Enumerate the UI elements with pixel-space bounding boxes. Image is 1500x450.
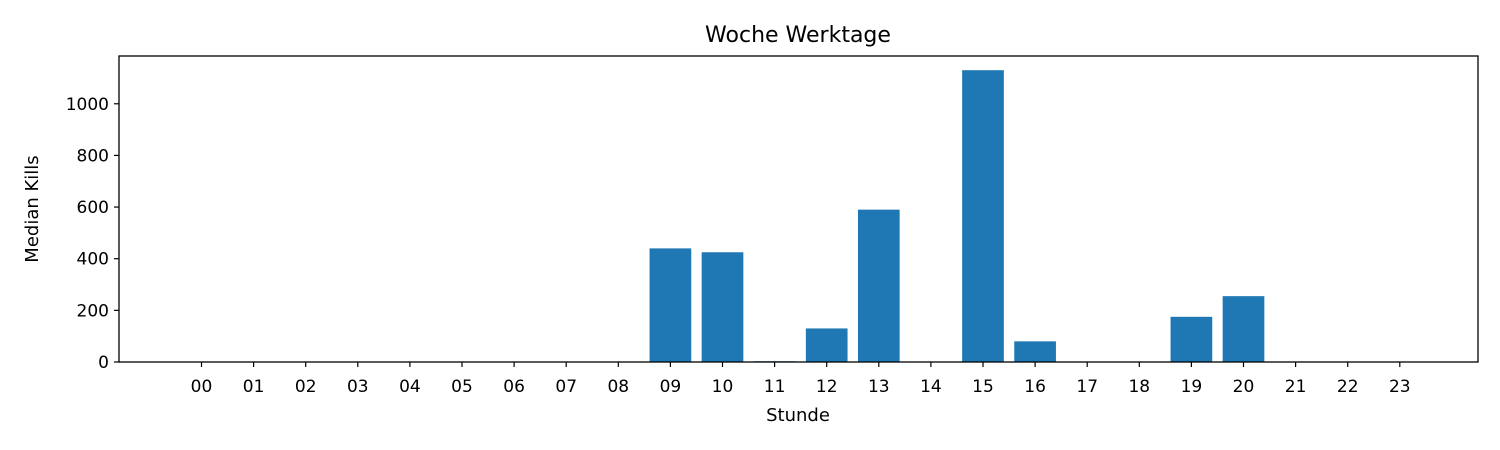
x-tick-label: 07 [555, 377, 577, 397]
bar-09 [649, 248, 692, 362]
y-tick-label: 800 [77, 146, 109, 166]
y-tick-label: 0 [98, 353, 109, 373]
x-tick-label: 18 [1128, 377, 1150, 397]
x-axis-label: Stunde [766, 405, 830, 426]
x-tick-label: 16 [1024, 377, 1046, 397]
x-tick-label: 12 [816, 377, 838, 397]
x-tick-label: 13 [868, 377, 890, 397]
chart-title: Woche Werktage [705, 23, 891, 48]
bar-13 [857, 209, 900, 362]
y-axis-label: Median Kills [22, 155, 43, 262]
x-tick-label: 14 [920, 377, 942, 397]
y-tick-label: 600 [77, 198, 109, 218]
x-tick-label: 22 [1337, 377, 1359, 397]
plot-frame [118, 55, 1479, 363]
x-axis: 00 01 02 03 04 05 06 07 08 09 10 11 12 13 14 15 16 17 18 19… [191, 362, 1411, 397]
x-tick-label: 08 [607, 377, 629, 397]
x-tick-label: 17 [1076, 377, 1098, 397]
x-tick-label: 04 [399, 377, 421, 397]
bar-12 [805, 328, 848, 362]
x-tick-label: 21 [1285, 377, 1307, 397]
y-tick-label: 1000 [66, 95, 109, 115]
y-tick-label: 400 [77, 250, 109, 270]
x-tick-label: 10 [712, 377, 734, 397]
x-tick-label: 19 [1181, 377, 1203, 397]
y-axis: 0 200 400 600 800 1000 [66, 95, 119, 373]
bar-10 [701, 252, 744, 362]
bar-15 [962, 70, 1004, 362]
bar-16 [1014, 341, 1056, 362]
x-tick-label: 15 [972, 377, 994, 397]
x-tick-label: 01 [243, 377, 265, 397]
x-tick-label: 00 [191, 377, 213, 397]
x-tick-label: 03 [347, 377, 369, 397]
x-tick-label: 02 [295, 377, 317, 397]
bar-20 [1222, 296, 1265, 362]
x-tick-label: 06 [503, 377, 525, 397]
x-tick-label: 11 [764, 377, 786, 397]
plot-area: 0 200 400 600 800 1000 00 01 02 03 04 05 06 07 08 09 10… [66, 55, 1479, 397]
x-tick-label: 05 [451, 377, 473, 397]
bars-group [649, 70, 1265, 362]
y-tick-label: 200 [77, 301, 109, 321]
x-tick-label: 09 [660, 377, 682, 397]
bar-19 [1170, 316, 1213, 362]
x-tick-label: 23 [1389, 377, 1411, 397]
x-tick-label: 20 [1233, 377, 1255, 397]
